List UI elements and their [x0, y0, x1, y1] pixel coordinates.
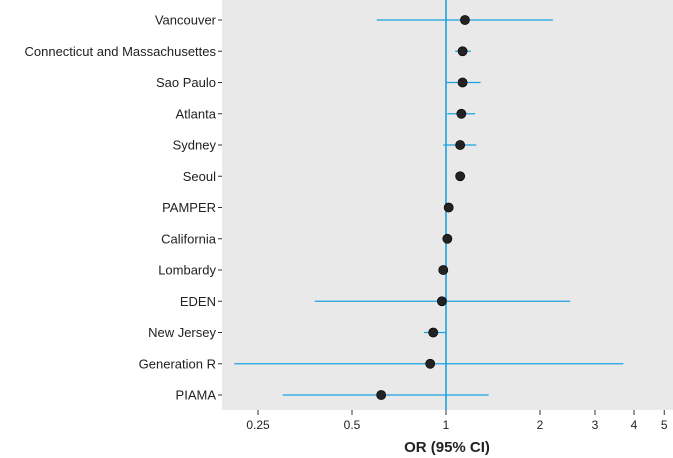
- study-label-10: New Jersey: [148, 325, 216, 340]
- study-label-6: PAMPER: [162, 200, 216, 215]
- study-label-3: Atlanta: [176, 106, 217, 121]
- point-estimate-1: [458, 47, 467, 56]
- study-label-7: California: [161, 231, 217, 246]
- study-label-8: Lombardy: [158, 263, 216, 278]
- study-label-9: EDEN: [180, 294, 216, 309]
- study-label-4: Sydney: [173, 138, 217, 153]
- x-tick-label-1: 0.5: [344, 418, 361, 432]
- x-axis-title: OR (95% CI): [404, 439, 490, 456]
- study-rows: Vancouver Connecticut and Massachusettes S…: [25, 13, 223, 403]
- x-tick-label-2: 1: [443, 418, 450, 432]
- point-estimate-9: [437, 297, 446, 306]
- x-tick-label-6: 5: [661, 418, 668, 432]
- point-estimate-2: [458, 78, 467, 87]
- point-estimate-12: [377, 390, 386, 399]
- point-estimate-6: [444, 203, 453, 212]
- study-label-12: PIAMA: [176, 388, 217, 403]
- study-label-5: Seoul: [183, 169, 216, 184]
- x-tick-label-0: 0.25: [246, 418, 270, 432]
- point-estimate-8: [439, 265, 448, 274]
- study-label-11: Generation R: [139, 356, 216, 371]
- x-tick-label-4: 3: [592, 418, 599, 432]
- study-label-1: Connecticut and Massachusettes: [25, 44, 217, 59]
- point-estimate-7: [443, 234, 452, 243]
- x-axis-ticks: 0.25 0.5 1 2 3 4 5: [246, 410, 668, 432]
- point-estimate-4: [456, 140, 465, 149]
- x-tick-label-5: 4: [631, 418, 638, 432]
- study-label-0: Vancouver: [155, 13, 217, 28]
- point-estimate-3: [457, 109, 466, 118]
- study-label-2: Sao Paulo: [156, 75, 216, 90]
- point-estimate-0: [460, 15, 469, 24]
- point-estimate-11: [426, 359, 435, 368]
- x-tick-label-3: 2: [537, 418, 544, 432]
- point-estimate-5: [456, 172, 465, 181]
- point-estimate-10: [429, 328, 438, 337]
